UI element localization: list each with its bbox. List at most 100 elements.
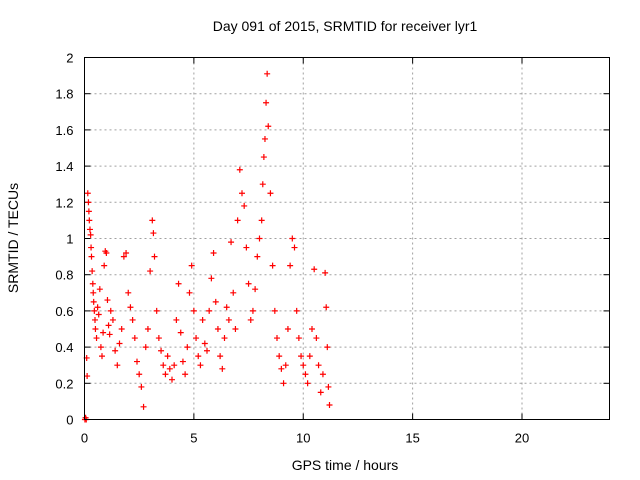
data-point — [319, 371, 326, 378]
data-point — [260, 154, 267, 161]
data-point — [92, 316, 98, 323]
data-point — [298, 353, 305, 360]
data-point — [236, 166, 243, 173]
data-point — [144, 326, 151, 332]
data-point — [313, 335, 320, 342]
data-point — [182, 371, 189, 378]
data-point — [249, 307, 256, 314]
data-point — [104, 297, 111, 304]
data-point — [210, 249, 217, 256]
data-point — [219, 365, 226, 372]
y-tick-label: 2 — [66, 51, 73, 66]
data-point — [86, 217, 93, 224]
data-point — [201, 340, 208, 347]
data-point — [204, 347, 210, 354]
data-point — [269, 262, 276, 269]
data-point — [93, 335, 100, 342]
data-point — [241, 202, 248, 209]
data-point — [317, 389, 324, 396]
data-point — [247, 316, 254, 323]
data-point — [291, 244, 298, 251]
data-point — [138, 383, 145, 390]
data-point — [177, 329, 184, 336]
data-point — [295, 335, 302, 342]
data-point — [287, 262, 294, 269]
data-point — [94, 304, 101, 311]
data-point — [323, 304, 330, 311]
data-point — [311, 266, 318, 273]
data-point — [131, 335, 138, 342]
data-point — [280, 380, 287, 387]
data-point — [223, 304, 230, 311]
data-point — [129, 316, 136, 323]
y-tick-label: 1.8 — [55, 87, 73, 102]
data-point — [127, 304, 134, 311]
data-point — [166, 365, 173, 372]
x-tick-label: 0 — [81, 431, 88, 446]
data-point — [91, 307, 98, 314]
data-point — [171, 362, 178, 369]
data-point — [274, 335, 280, 342]
data-point — [175, 280, 182, 287]
y-tick-labels: 0 0.2 0.4 0.6 0.8 1 1.2 1.4 1.6 1.8 2 — [55, 51, 73, 428]
data-point — [214, 326, 221, 332]
data-point — [150, 230, 157, 237]
data-point — [125, 289, 132, 296]
data-point — [85, 199, 92, 206]
data-point — [120, 253, 127, 260]
data-point — [225, 316, 232, 323]
data-point — [186, 289, 193, 296]
data-point — [179, 358, 186, 365]
data-point — [88, 244, 95, 251]
data-point — [184, 344, 191, 351]
y-tick-label: 0.2 — [55, 376, 73, 391]
data-point — [234, 217, 241, 224]
data-point — [212, 298, 219, 305]
data-point — [302, 371, 309, 378]
data-point — [103, 249, 110, 256]
data-point — [315, 362, 322, 369]
data-point — [324, 344, 331, 351]
data-point — [136, 371, 143, 378]
data-point — [284, 326, 291, 332]
y-tick-label: 1.6 — [55, 123, 73, 138]
data-point — [325, 383, 332, 390]
data-point — [151, 253, 158, 260]
data-point — [116, 340, 123, 347]
data-point — [140, 403, 147, 410]
data-point — [87, 231, 94, 238]
data-point — [134, 358, 140, 365]
data-point — [162, 371, 169, 378]
data-point — [217, 353, 224, 360]
data-point — [197, 362, 204, 369]
data-point — [142, 344, 149, 351]
chart-title: Day 091 of 2015, SRMTID for receiver lyr… — [213, 18, 478, 34]
data-point — [123, 249, 130, 256]
data-point — [109, 316, 116, 323]
x-tick-label: 15 — [405, 431, 419, 446]
y-tick-label: 1 — [66, 232, 73, 247]
x-tick-label: 10 — [296, 431, 310, 446]
data-point — [96, 286, 103, 293]
data-point — [199, 316, 206, 323]
data-point — [245, 280, 252, 287]
data-point — [155, 335, 162, 342]
data-point — [90, 298, 97, 305]
data-point — [193, 335, 200, 342]
data-point — [239, 190, 245, 197]
data-point — [278, 365, 285, 372]
data-point — [88, 253, 95, 260]
data-point — [153, 307, 160, 314]
y-tick-label: 0.4 — [55, 340, 73, 355]
data-point — [256, 235, 263, 242]
data-points — [81, 70, 333, 423]
y-tick-label: 0.6 — [55, 304, 73, 319]
data-point — [107, 307, 114, 314]
data-point — [149, 217, 156, 224]
data-point — [158, 347, 165, 354]
data-point — [118, 326, 125, 332]
data-point — [289, 235, 296, 242]
data-point — [85, 208, 92, 215]
data-point — [252, 286, 259, 293]
data-point — [230, 289, 237, 296]
